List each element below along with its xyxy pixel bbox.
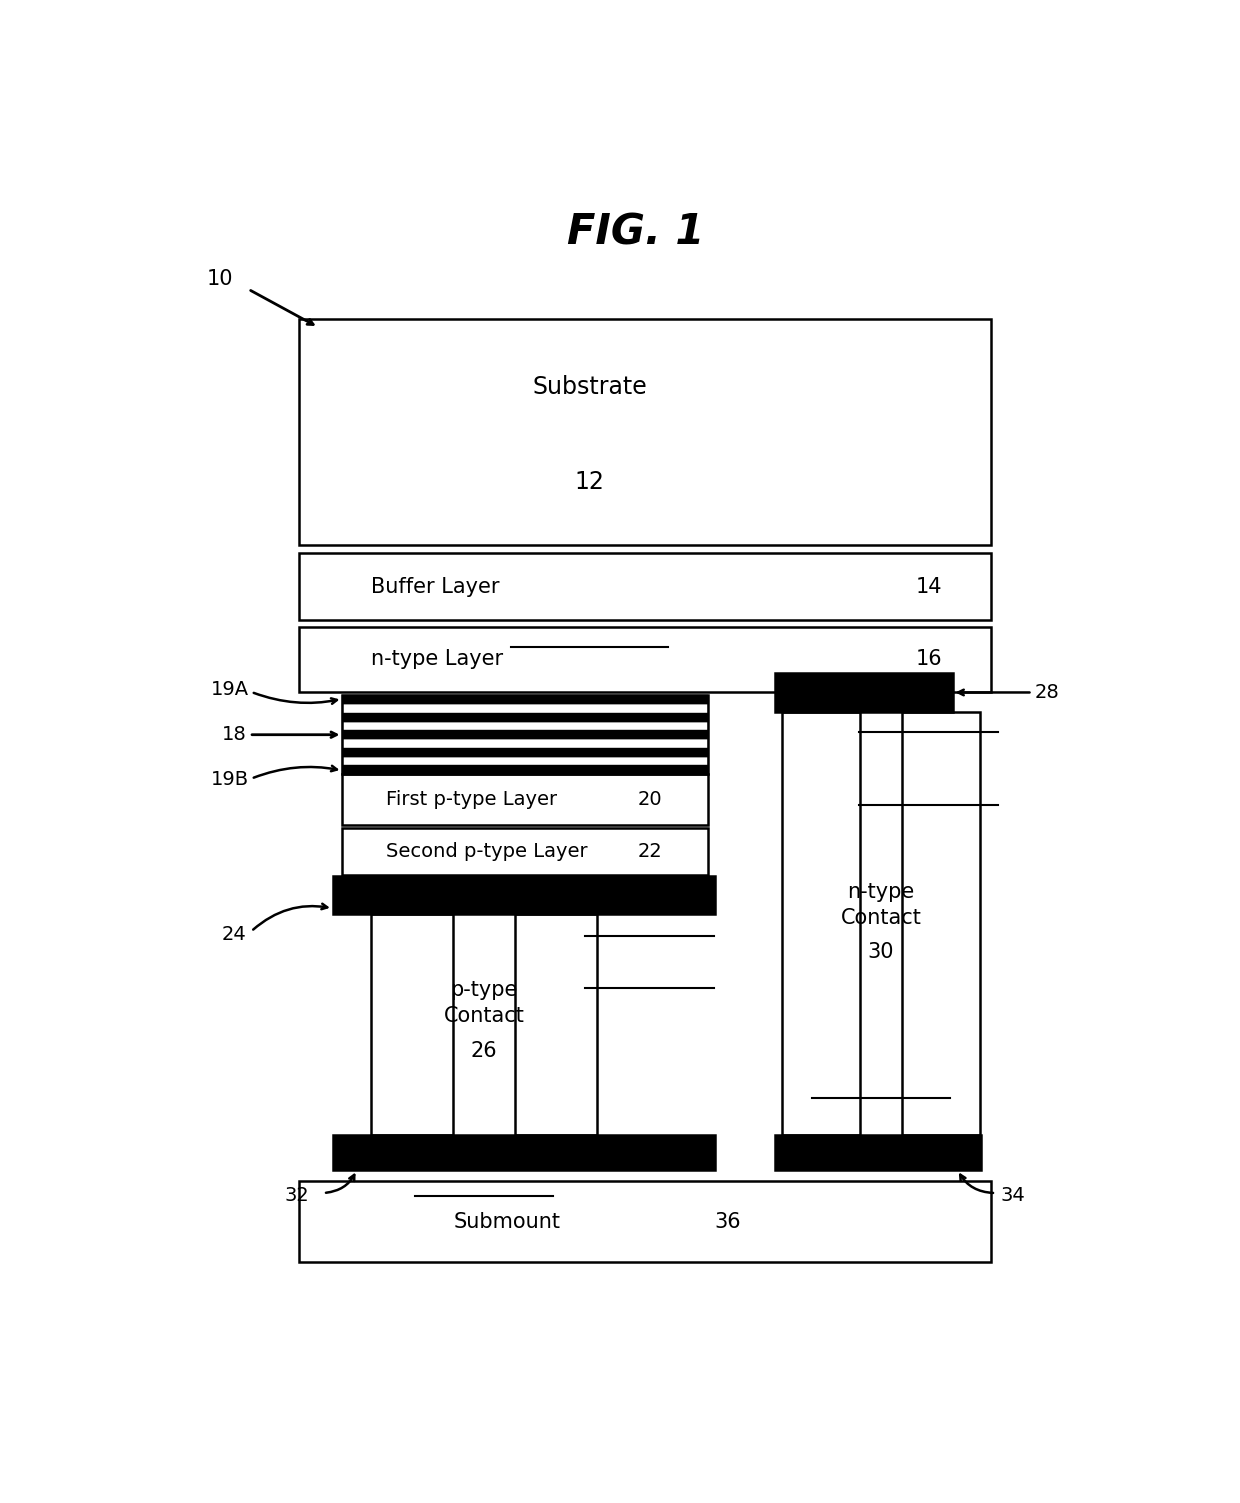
Bar bbox=[342, 696, 708, 774]
Bar bbox=[342, 721, 708, 730]
Text: FIG. 1: FIG. 1 bbox=[567, 212, 704, 254]
Bar bbox=[342, 703, 708, 712]
Text: Buffer Layer: Buffer Layer bbox=[371, 577, 500, 597]
Text: Second p-type Layer: Second p-type Layer bbox=[386, 842, 588, 861]
Text: 36: 36 bbox=[714, 1211, 742, 1232]
Bar bbox=[901, 711, 981, 1135]
Bar bbox=[299, 1181, 991, 1263]
Bar bbox=[775, 673, 952, 711]
Text: Contact: Contact bbox=[444, 1006, 525, 1027]
Text: 20: 20 bbox=[637, 791, 662, 809]
Text: 32: 32 bbox=[284, 1186, 309, 1205]
Bar bbox=[781, 711, 861, 1135]
Text: Substrate: Substrate bbox=[532, 374, 647, 398]
Text: n-type: n-type bbox=[847, 882, 915, 902]
Bar bbox=[299, 319, 991, 546]
Text: p-type: p-type bbox=[450, 980, 518, 1001]
Text: 12: 12 bbox=[575, 470, 605, 493]
Text: n-type Layer: n-type Layer bbox=[371, 649, 503, 669]
Bar bbox=[775, 1135, 982, 1169]
Text: 26: 26 bbox=[471, 1040, 497, 1061]
Bar bbox=[299, 627, 991, 691]
Text: 22: 22 bbox=[637, 842, 662, 861]
Text: First p-type Layer: First p-type Layer bbox=[386, 791, 557, 809]
Bar bbox=[342, 730, 708, 739]
Text: 14: 14 bbox=[915, 577, 942, 597]
Bar bbox=[342, 696, 708, 703]
Bar bbox=[342, 748, 708, 756]
Bar bbox=[342, 756, 708, 765]
Text: 24: 24 bbox=[222, 926, 247, 944]
Bar bbox=[332, 1135, 715, 1169]
Text: 28: 28 bbox=[1034, 682, 1059, 702]
Bar bbox=[342, 739, 708, 748]
Text: 10: 10 bbox=[207, 269, 233, 289]
Text: 18: 18 bbox=[222, 726, 247, 744]
Bar bbox=[342, 774, 708, 825]
Text: 30: 30 bbox=[868, 942, 894, 962]
Bar bbox=[299, 553, 991, 621]
Bar bbox=[342, 765, 708, 774]
Text: 34: 34 bbox=[1001, 1186, 1025, 1205]
Text: 16: 16 bbox=[915, 649, 942, 669]
Text: 19A: 19A bbox=[211, 679, 249, 699]
Text: 19B: 19B bbox=[211, 771, 249, 789]
Text: Contact: Contact bbox=[841, 908, 921, 927]
Bar bbox=[371, 914, 453, 1135]
Bar bbox=[342, 712, 708, 721]
Bar bbox=[342, 828, 708, 875]
Text: Submount: Submount bbox=[454, 1211, 560, 1232]
Bar bbox=[516, 914, 598, 1135]
Bar bbox=[332, 876, 715, 914]
